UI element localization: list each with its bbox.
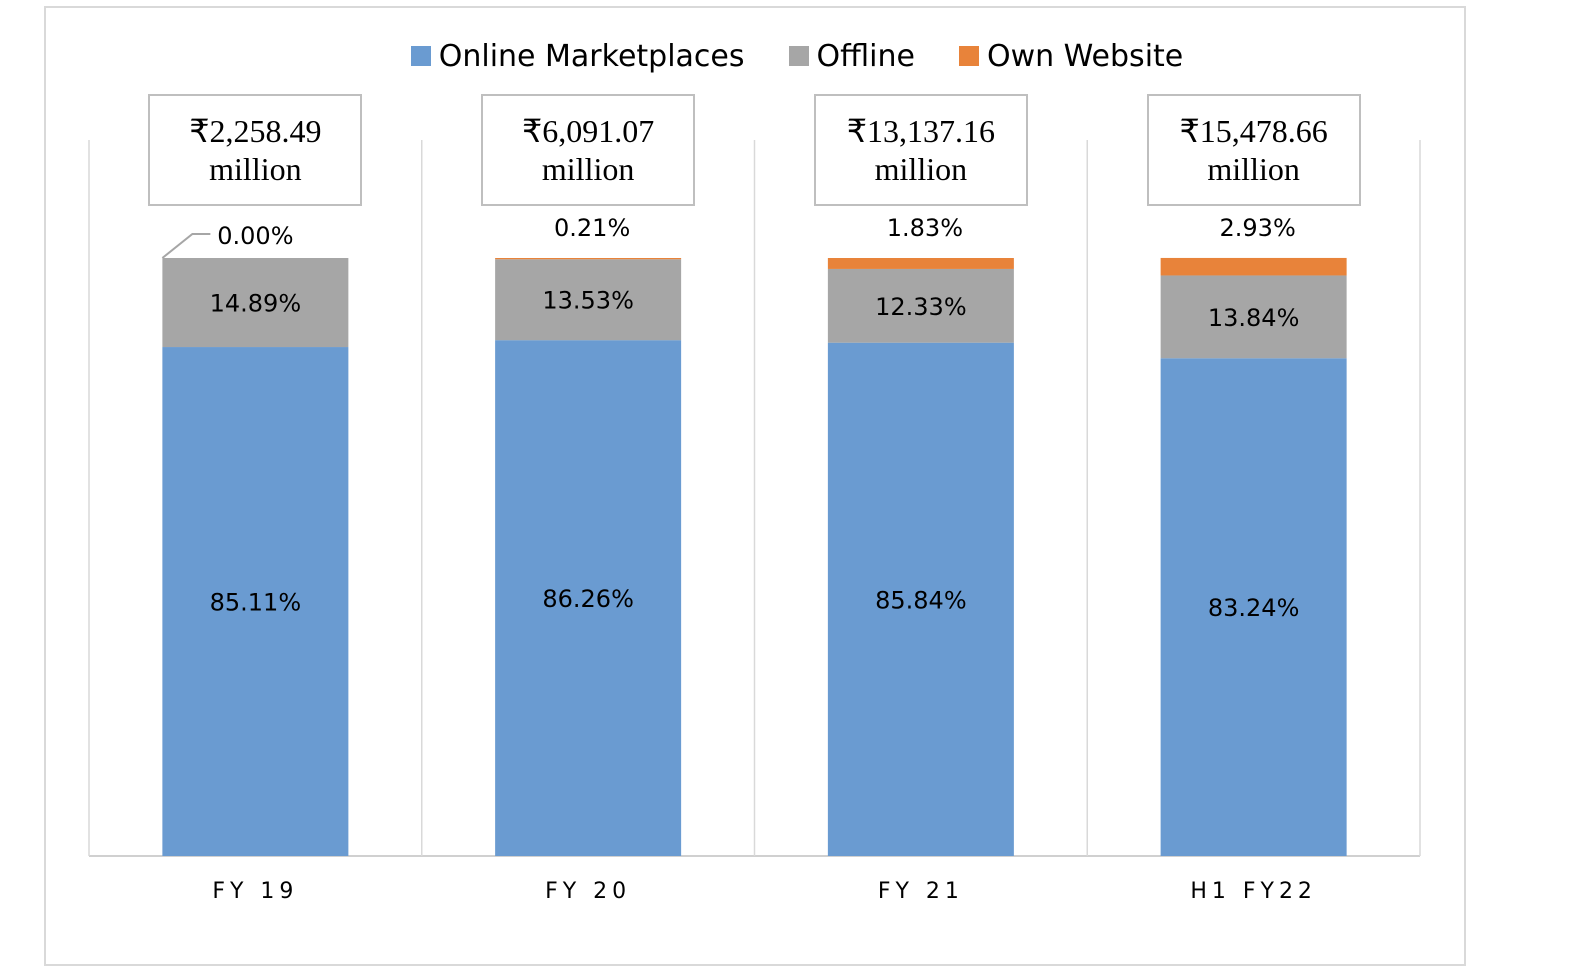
total-box-h1-fy22: ₹15,478.66 million — [1146, 94, 1361, 206]
data-label-offline-fy-21: 12.33% — [875, 293, 967, 321]
legend-swatch-own-website — [958, 46, 979, 66]
bar-offline-h1-fy22 — [1160, 275, 1347, 359]
data-label-offline-fy-20: 13.53% — [542, 287, 634, 315]
legend-swatch-offline — [788, 46, 809, 66]
total-unit: million — [874, 151, 968, 187]
bar-own-website-fy-21 — [827, 258, 1014, 269]
data-label-own-website-fy-19: 0.00% — [217, 222, 293, 250]
total-amount: ₹2,258.49 — [189, 113, 322, 149]
data-label-offline-h1-fy22: 13.84% — [1208, 304, 1300, 332]
data-label-online-marketplaces-h1-fy22: 83.24% — [1208, 594, 1300, 622]
data-label-online-marketplaces-fy-20: 86.26% — [542, 585, 634, 613]
total-amount: ₹15,478.66 — [1179, 113, 1328, 149]
bar-online-marketplaces-h1-fy22 — [1160, 358, 1347, 856]
x-tick-label-fy-21: FY 21 — [878, 879, 964, 904]
total-box-fy-20: ₹6,091.07 million — [481, 94, 696, 206]
bar-offline-fy-21 — [827, 268, 1014, 343]
total-amount: ₹13,137.16 — [846, 113, 996, 149]
bar-offline-fy-19 — [162, 258, 349, 348]
bar-online-marketplaces-fy-20 — [495, 340, 682, 857]
data-label-online-marketplaces-fy-21: 85.84% — [875, 586, 967, 614]
bar-online-marketplaces-fy-21 — [827, 342, 1014, 857]
bar-offline-fy-20 — [495, 259, 682, 341]
total-unit: million — [541, 151, 635, 187]
legend-item-own-website: Own Website — [958, 38, 1184, 74]
bar-own-website-fy-20 — [495, 258, 682, 260]
total-unit: million — [209, 151, 302, 187]
legend-label-own-website: Own Website — [986, 38, 1184, 74]
bar-online-marketplaces-fy-19 — [162, 347, 349, 856]
data-label-own-website-h1-fy22: 2.93% — [1220, 214, 1296, 242]
legend-item-online-marketplaces: Online Marketplaces — [410, 38, 745, 74]
legend-item-offline: Offline — [788, 38, 915, 74]
legend-label-online-marketplaces: Online Marketplaces — [438, 38, 745, 74]
x-tick-label-h1-fy22: H1 FY22 — [1190, 879, 1317, 904]
total-unit: million — [1207, 151, 1300, 187]
total-box-fy-19: ₹2,258.49 million — [148, 94, 363, 206]
data-label-offline-fy-19: 14.89% — [210, 290, 302, 318]
data-label-own-website-fy-20: 0.21% — [554, 214, 630, 242]
chart-legend: Online Marketplaces Offline Own Website — [0, 36, 1594, 76]
data-label-online-marketplaces-fy-19: 85.11% — [210, 589, 302, 617]
legend-swatch-online-marketplaces — [410, 46, 431, 66]
bar-own-website-h1-fy22 — [1160, 257, 1347, 276]
leader-line-fy-19 — [161, 233, 211, 259]
data-label-own-website-fy-21: 1.83% — [887, 214, 963, 242]
total-box-fy-21: ₹13,137.16 million — [813, 94, 1028, 206]
legend-label-offline: Offline — [816, 38, 915, 74]
x-tick-label-fy-20: FY 20 — [545, 879, 631, 904]
x-tick-label-fy-19: FY 19 — [212, 879, 298, 904]
total-amount: ₹6,091.07 — [521, 113, 655, 149]
